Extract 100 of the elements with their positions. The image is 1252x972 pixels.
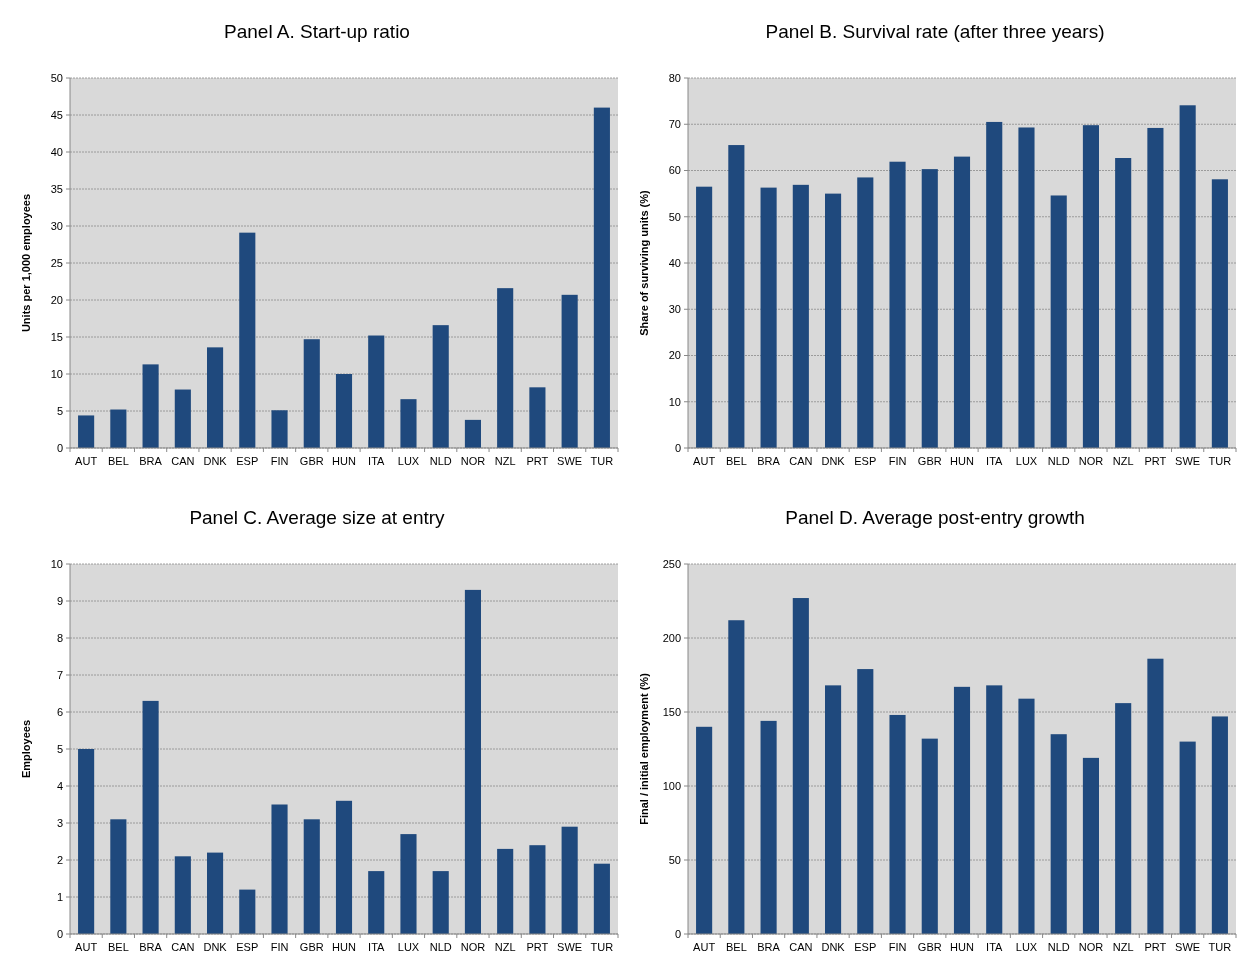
x-tick-label: SWE	[557, 941, 583, 953]
bar	[271, 410, 288, 448]
bar	[110, 409, 127, 448]
bar	[1211, 716, 1228, 934]
x-tick-label: TUR	[590, 455, 614, 467]
x-tick-label: GBR	[299, 941, 324, 953]
x-tick-label: NOR	[460, 941, 486, 953]
x-tick-label: CAN	[171, 941, 195, 953]
x-tick-label: BRA	[139, 455, 163, 467]
bar	[593, 863, 610, 934]
x-tick-label: AUT	[693, 455, 716, 467]
bar	[760, 720, 777, 934]
bar	[207, 347, 224, 448]
y-tick-label: 7	[56, 668, 63, 681]
x-tick-label: ITA	[986, 455, 1004, 467]
bar	[696, 726, 713, 934]
bar	[1018, 127, 1035, 448]
bar	[921, 169, 938, 448]
bar	[1211, 179, 1228, 448]
bar	[400, 399, 417, 448]
x-tick-label: HUN	[332, 455, 356, 467]
y-tick-label: 80	[668, 71, 681, 84]
x-tick-label: HUN	[950, 941, 974, 953]
x-tick-label: NLD	[429, 941, 452, 953]
x-tick-label: DNK	[821, 941, 846, 953]
x-tick-label: DNK	[203, 455, 228, 467]
y-tick-label: 0	[674, 441, 681, 454]
x-tick-label: BRA	[757, 455, 781, 467]
x-tick-label: ESP	[854, 941, 877, 953]
x-tick-label: BRA	[139, 941, 163, 953]
bar	[239, 889, 256, 934]
bar	[825, 685, 842, 934]
y-axis-title: Units per 1,000 employees	[20, 193, 32, 333]
y-tick-label: 200	[662, 631, 681, 644]
x-tick-label: AUT	[693, 941, 716, 953]
bar	[696, 186, 713, 448]
bar	[953, 686, 971, 934]
x-tick-label: ITA	[368, 455, 386, 467]
x-tick-label: FIN	[270, 455, 289, 467]
x-tick-label: DNK	[821, 455, 846, 467]
x-tick-label: GBR	[917, 455, 942, 467]
x-tick-label: ITA	[986, 941, 1004, 953]
x-tick-label: NZL	[1112, 941, 1134, 953]
x-tick-label: FIN	[270, 941, 289, 953]
y-tick-label: 10	[50, 557, 63, 570]
y-tick-label: 10	[668, 395, 681, 408]
y-tick-label: 15	[50, 330, 63, 343]
bar	[368, 871, 385, 934]
bar	[368, 335, 385, 448]
y-tick-label: 0	[56, 927, 63, 940]
bar	[1115, 158, 1132, 448]
y-tick-label: 60	[668, 164, 681, 177]
bar	[464, 589, 481, 934]
x-tick-label: BRA	[757, 941, 781, 953]
x-tick-label: CAN	[789, 941, 813, 953]
bar	[432, 325, 449, 448]
bar	[78, 749, 95, 934]
x-tick-label: PRT	[1144, 455, 1167, 467]
x-tick-label: NLD	[429, 455, 452, 467]
x-tick-label: BEL	[107, 941, 129, 953]
bar	[78, 415, 95, 448]
x-tick-label: SWE	[1175, 455, 1201, 467]
y-tick-label: 3	[56, 816, 63, 829]
x-tick-label: ITA	[368, 941, 386, 953]
bar	[825, 193, 842, 448]
bar	[303, 819, 320, 934]
chart-title: Panel A. Start-up ratio	[224, 21, 410, 42]
bar	[335, 800, 353, 934]
x-tick-label: BEL	[725, 455, 747, 467]
bar	[529, 845, 546, 934]
y-tick-label: 50	[50, 71, 63, 84]
bar	[792, 598, 809, 934]
y-tick-label: 9	[56, 594, 63, 607]
y-tick-label: 70	[668, 118, 681, 131]
x-tick-label: ESP	[854, 455, 877, 467]
x-tick-label: HUN	[332, 941, 356, 953]
y-tick-label: 6	[56, 705, 63, 718]
bar	[1050, 195, 1067, 448]
x-tick-label: NZL	[494, 455, 516, 467]
bar	[1115, 703, 1132, 934]
x-tick-label: DNK	[203, 941, 228, 953]
y-tick-label: 30	[50, 219, 63, 232]
x-tick-label: HUN	[950, 455, 974, 467]
bar	[728, 145, 745, 448]
x-tick-label: NZL	[1112, 455, 1134, 467]
x-tick-label: FIN	[888, 455, 907, 467]
bar	[142, 700, 159, 934]
bar	[1179, 741, 1196, 934]
bar	[432, 871, 449, 934]
y-tick-label: 50	[668, 853, 681, 866]
y-tick-label: 2	[56, 853, 63, 866]
bar	[174, 856, 191, 934]
y-tick-label: 20	[50, 293, 63, 306]
chart-title: Panel C. Average size at entry	[189, 507, 446, 528]
y-tick-label: 150	[662, 705, 681, 718]
bar	[1082, 125, 1099, 448]
x-tick-label: BEL	[107, 455, 129, 467]
bar	[728, 620, 745, 934]
x-tick-label: FIN	[888, 941, 907, 953]
bar	[1179, 105, 1196, 448]
